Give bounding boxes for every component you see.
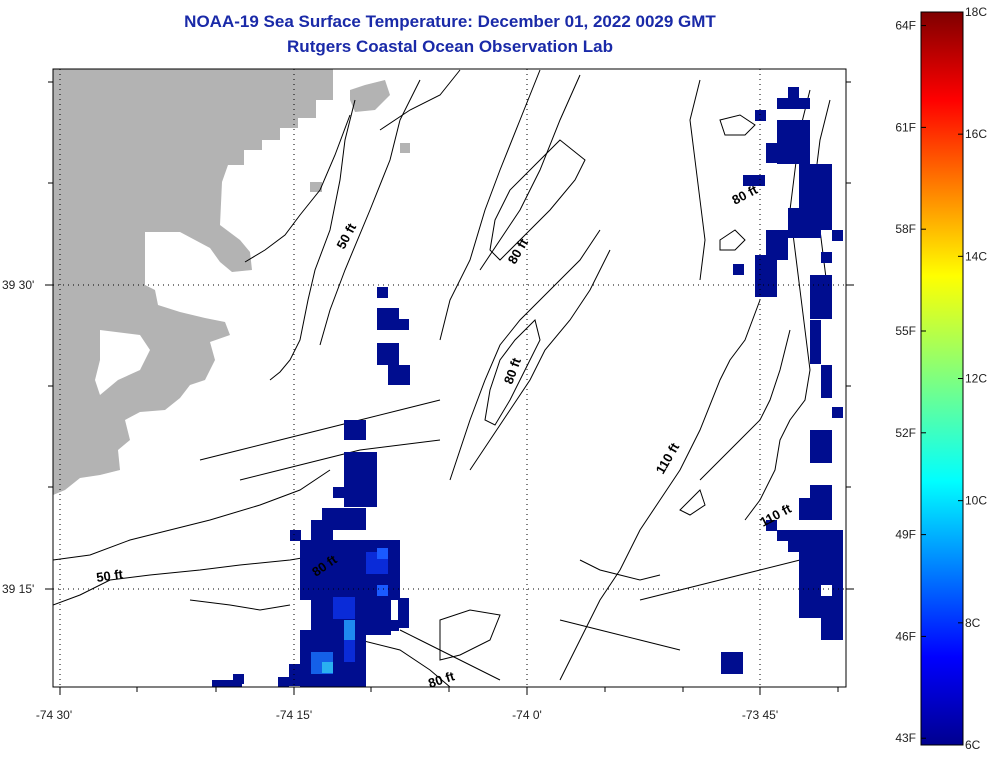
colorbar-celsius-label: 10C (965, 494, 987, 508)
colorbar-fahrenheit-label: 43F (895, 731, 916, 745)
x-tick-label: -74 30' (36, 708, 72, 722)
sst-pixels (212, 87, 843, 687)
colorbar-fahrenheit-label: 61F (895, 120, 916, 134)
colorbar-celsius-label: 16C (965, 127, 987, 141)
x-tick-label: -74 0' (512, 708, 542, 722)
x-tick-label: -73 45' (742, 708, 778, 722)
colorbar-celsius-label: 12C (965, 372, 987, 386)
graticule (53, 69, 846, 687)
colorbar-fahrenheit-label: 55F (895, 324, 916, 338)
colorbar-fahrenheit-label: 52F (895, 426, 916, 440)
contour-label: 50 ft (95, 566, 124, 585)
colorbar-fahrenheit-label: 46F (895, 629, 916, 643)
y-tick-label: 39 15' (2, 582, 34, 596)
colorbar-celsius-label: 14C (965, 249, 987, 263)
colorbar-fahrenheit-label: 49F (895, 528, 916, 542)
land (53, 69, 333, 495)
colorbar-celsius-label: 18C (965, 5, 987, 19)
colorbar-fahrenheit-label: 64F (895, 19, 916, 33)
map-subtitle: Rutgers Coastal Ocean Observation Lab (287, 37, 613, 56)
colorbar-celsius-label: 6C (965, 738, 981, 752)
colorbar-fahrenheit-label: 58F (895, 222, 916, 236)
y-tick-label: 39 30' (2, 278, 34, 292)
colorbar-ticks: 18C 16C 14C 12C 10C 8C 6C 64F 61F 58F 55F 52F 49F 46F… (895, 5, 987, 752)
colorbar-celsius-label: 8C (965, 616, 981, 630)
colorbar (920, 11, 964, 746)
map-title: NOAA-19 Sea Surface Temperature: Decembe… (184, 12, 716, 31)
frame-ticks (45, 81, 854, 695)
x-tick-label: -74 15' (276, 708, 312, 722)
